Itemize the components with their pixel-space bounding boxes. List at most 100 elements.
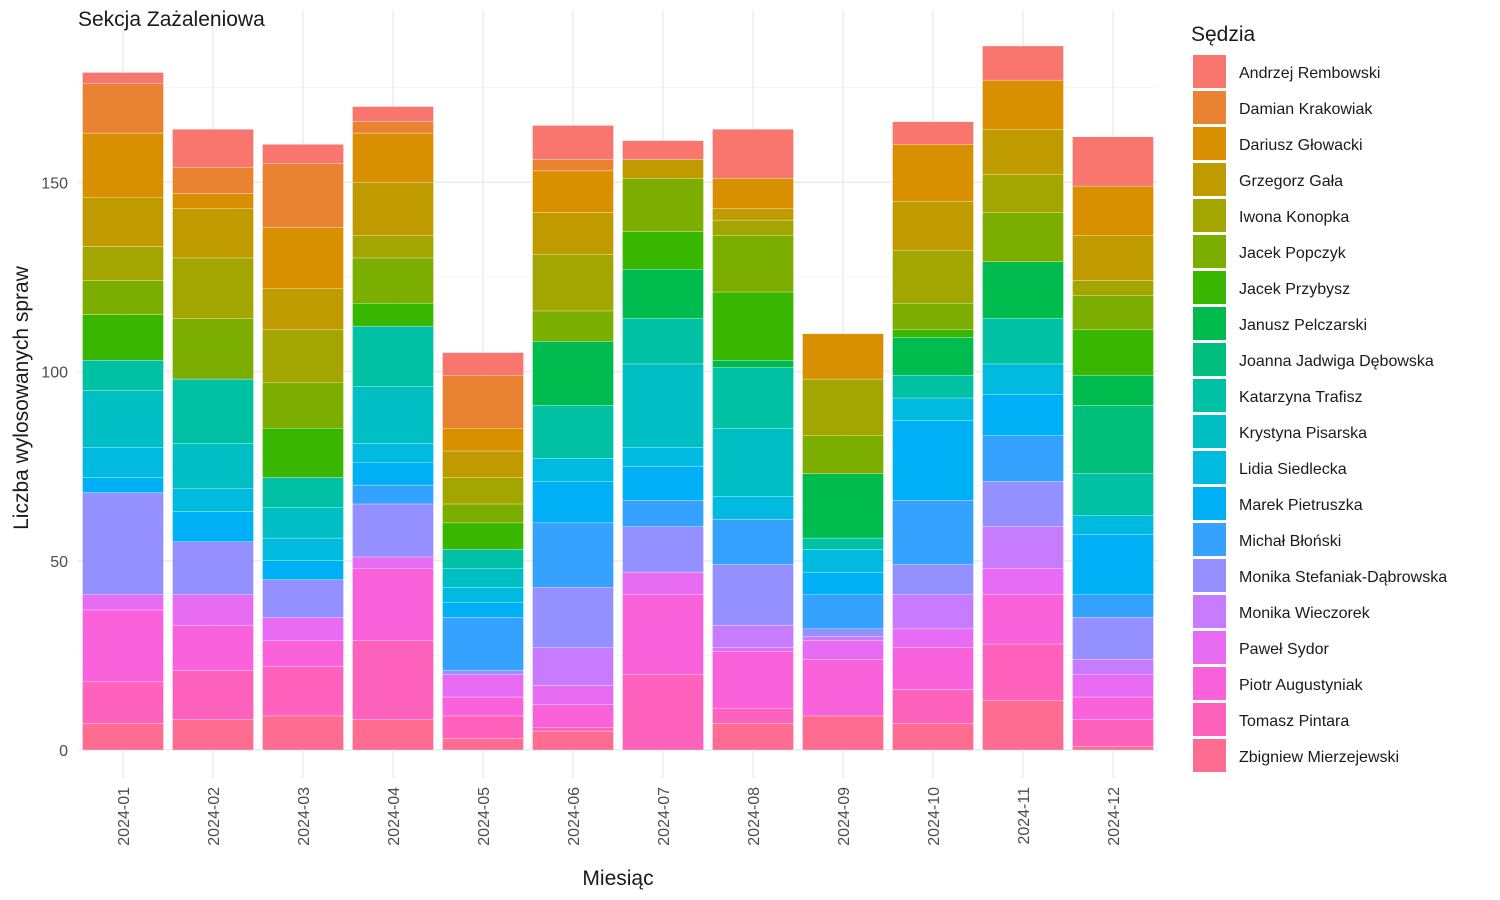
bar-segment <box>352 719 434 751</box>
bar-segment <box>1072 136 1154 187</box>
bar-segment <box>172 166 254 194</box>
bar-segment <box>982 129 1064 175</box>
bar-segment <box>262 163 344 228</box>
bar-segment <box>172 488 254 512</box>
bar-segment <box>892 628 974 648</box>
bar-segment <box>172 208 254 259</box>
bar-segment <box>352 303 434 327</box>
bar-segment <box>532 522 614 588</box>
legend-label: Dariusz Głowacki <box>1239 137 1363 154</box>
legend-swatch <box>1193 199 1226 232</box>
bar-segment <box>442 602 524 618</box>
bar-segment <box>982 594 1064 645</box>
bar-segment <box>262 227 344 289</box>
bar-segment <box>352 503 434 558</box>
bar-segment <box>802 435 884 474</box>
bar-segment <box>442 568 524 588</box>
bar-segment <box>82 447 164 478</box>
bar-segment <box>802 636 884 641</box>
legend-label: Monika Wieczorek <box>1239 605 1371 622</box>
bar-segment <box>532 727 614 732</box>
bar-segment <box>532 481 614 524</box>
x-tick-label: 2024-10 <box>926 787 943 846</box>
bar-segment <box>82 359 164 391</box>
legend-label: Grzegorz Gała <box>1239 173 1343 190</box>
bar-segment <box>442 477 524 505</box>
bar-segment <box>1072 617 1154 660</box>
bar-segment <box>982 526 1064 569</box>
bar-segment <box>712 291 794 361</box>
x-tick-label: 2024-02 <box>206 787 223 846</box>
bar-segment <box>892 250 974 304</box>
bar-segment <box>262 477 344 508</box>
x-tick-label: 2024-09 <box>836 787 853 846</box>
bar-segment <box>82 594 164 611</box>
bar-segment <box>82 609 164 683</box>
bar-segment <box>712 518 794 565</box>
legend-title: Sędzia <box>1191 23 1256 46</box>
legend-swatch <box>1193 379 1226 412</box>
bar-segment <box>172 511 254 542</box>
bar-segment <box>622 231 704 270</box>
bar-segment <box>442 670 524 675</box>
bar-segment <box>982 79 1064 130</box>
bar-segment <box>1072 473 1154 516</box>
bar-segment <box>802 549 884 573</box>
bar-segment <box>532 458 614 482</box>
bar-segment <box>442 587 524 603</box>
bars <box>82 45 1154 751</box>
bar-segment <box>982 174 1064 213</box>
bar-segment <box>172 193 254 209</box>
bar-segment <box>712 428 794 497</box>
bar-segment <box>442 352 524 376</box>
bar-segment <box>262 144 344 164</box>
bar-segment <box>802 640 884 660</box>
legend-label: Jacek Przybysz <box>1239 281 1350 298</box>
legend-swatch <box>1193 415 1226 448</box>
legend-label: Tomasz Pintara <box>1239 713 1349 730</box>
bar-segment <box>1072 375 1154 406</box>
bar-segment <box>1072 235 1154 281</box>
bar-segment <box>712 129 794 179</box>
bar-segment <box>262 537 344 561</box>
x-tick-label: 2024-04 <box>386 787 403 846</box>
legend-label: Zbigniew Mierzejewski <box>1239 749 1399 766</box>
x-axis-title: Miesiąc <box>582 867 653 890</box>
legend-label: Jacek Popczyk <box>1239 245 1347 262</box>
bar-segment <box>82 280 164 315</box>
bar-segment <box>892 500 974 565</box>
legend-label: Andrzej Rembowski <box>1239 65 1380 82</box>
bar-segment <box>1072 746 1154 751</box>
bar-segment <box>802 473 884 539</box>
bar-segment <box>1072 185 1154 236</box>
y-tick-label: 50 <box>50 554 68 571</box>
bar-segment <box>172 719 254 751</box>
x-tick-label: 2024-03 <box>296 787 313 846</box>
legend-label: Iwona Konopka <box>1239 209 1349 226</box>
bar-segment <box>442 503 524 524</box>
bar-segment <box>712 723 794 751</box>
bar-segment <box>622 159 704 179</box>
bar-segment <box>892 397 974 421</box>
x-tick-label: 2024-01 <box>116 787 133 846</box>
legend-swatch <box>1193 127 1226 160</box>
bar-segment <box>442 522 524 550</box>
legend-swatch <box>1193 631 1226 664</box>
bar-segment <box>262 560 344 580</box>
bar-segment <box>532 212 614 255</box>
x-axis-ticks: 2024-01 2024-02 2024-03 2024-04 2024-05 2024-… <box>116 787 1123 846</box>
bar-segment <box>82 83 164 134</box>
bar-segment <box>82 723 164 751</box>
bar-segment <box>1072 405 1154 474</box>
x-tick-label: 2024-06 <box>566 787 583 846</box>
legend-swatch <box>1193 703 1226 736</box>
bar-segment <box>352 484 434 505</box>
bar-segment <box>532 254 614 312</box>
legend-label: Joanna Jadwiga Dębowska <box>1239 353 1434 370</box>
bar-segment <box>172 670 254 720</box>
bar-segment <box>982 643 1064 701</box>
bar-segment <box>1072 719 1154 747</box>
y-tick-label: 100 <box>41 365 68 382</box>
bar-segment <box>892 420 974 501</box>
